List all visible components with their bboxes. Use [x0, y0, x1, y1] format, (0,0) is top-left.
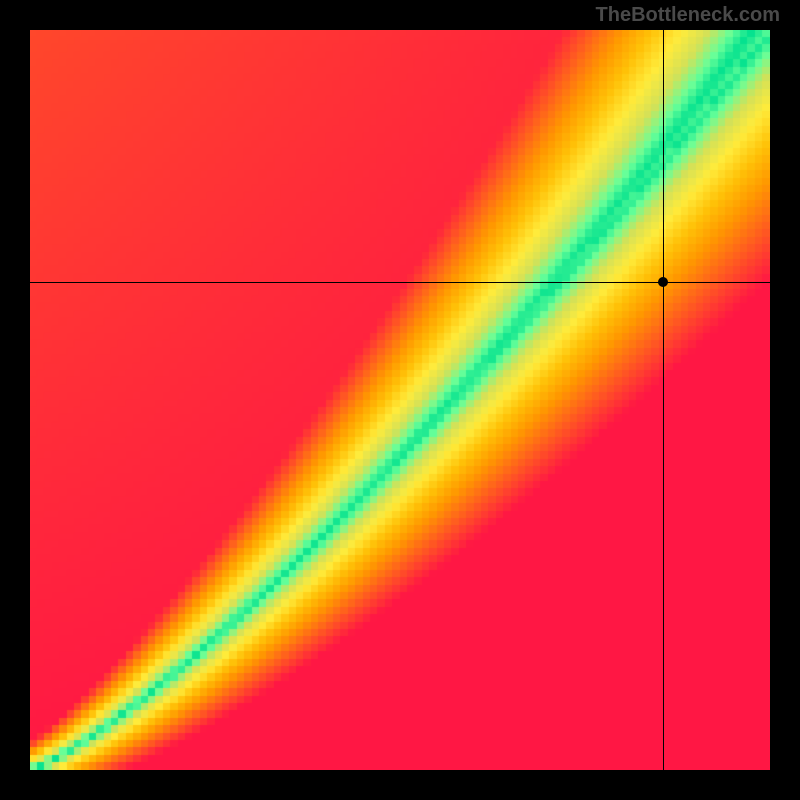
chart-container: TheBottleneck.com — [0, 0, 800, 800]
crosshair-marker — [658, 277, 668, 287]
heatmap-plot — [30, 30, 770, 770]
crosshair-vertical — [663, 30, 664, 770]
watermark-text: TheBottleneck.com — [596, 4, 780, 27]
heatmap-canvas — [30, 30, 770, 770]
